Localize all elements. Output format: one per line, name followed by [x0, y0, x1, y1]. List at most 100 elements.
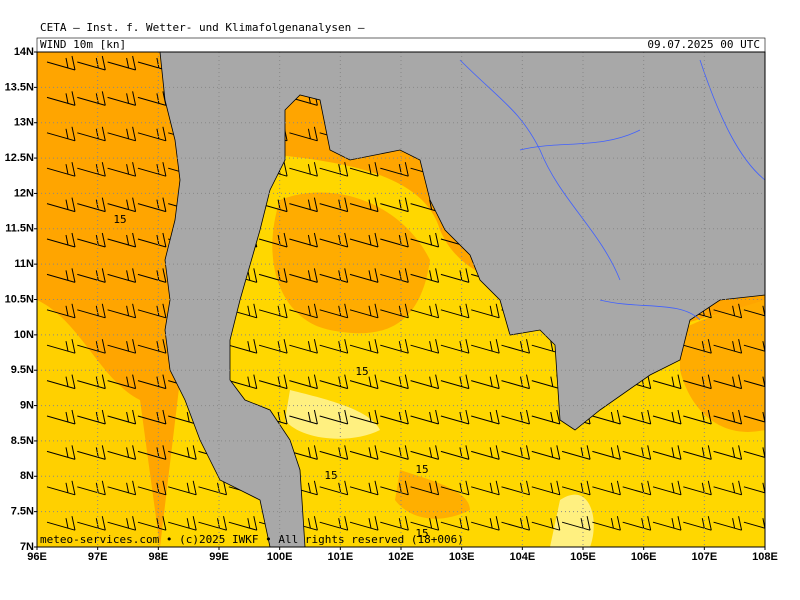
- wind-barb: [380, 232, 409, 248]
- contour-label: 15: [324, 469, 337, 482]
- contour-label: 15: [113, 213, 126, 226]
- lat-label: 12.5N: [5, 152, 34, 164]
- wind-barb: [46, 409, 76, 425]
- wind-barb: [46, 232, 76, 248]
- lon-label: 104E: [509, 551, 535, 563]
- wind-barb: [77, 268, 106, 283]
- wind-barb: [46, 197, 76, 213]
- wind-barb: [289, 126, 318, 142]
- lon-label: 102E: [388, 551, 414, 563]
- wind-barb: [77, 126, 106, 142]
- wind-barb: [168, 480, 197, 496]
- wind-barb: [622, 480, 652, 496]
- wind-barb: [77, 303, 106, 319]
- wind-barb: [107, 162, 137, 177]
- wind-barb: [46, 445, 76, 460]
- wind-barb: [622, 516, 652, 531]
- lat-label: 13.5N: [5, 81, 34, 93]
- wind-barb: [410, 374, 440, 390]
- wind-barb: [531, 409, 561, 425]
- wind-barb: [228, 516, 258, 531]
- wind-barb: [107, 91, 137, 106]
- wind-barb: [258, 268, 288, 283]
- wind-shade: [37, 300, 160, 547]
- wind-barb: [380, 268, 409, 283]
- wind-barb: [652, 374, 682, 390]
- wind-barb: [289, 409, 318, 425]
- wind-barb: [410, 409, 440, 425]
- wind-barb: [137, 339, 167, 354]
- wind-barb: [652, 480, 682, 496]
- lon-label: 98E: [149, 551, 169, 563]
- wind-barb: [440, 480, 470, 496]
- wind-barb: [46, 516, 76, 531]
- wind-barb: [349, 162, 379, 177]
- wind-barb: [713, 303, 743, 319]
- wind-barb: [561, 480, 591, 496]
- wind-barb: [77, 55, 106, 71]
- contour-label: 15: [415, 527, 428, 540]
- wind-barb: [471, 445, 500, 460]
- wind-barb: [319, 303, 349, 319]
- wind-barb: [349, 409, 379, 425]
- footer: meteo-services.com • (c)2025 IWKF • All …: [40, 533, 464, 546]
- wind-barb: [107, 197, 137, 213]
- wind-barb: [228, 339, 258, 354]
- lon-label: 107E: [691, 551, 717, 563]
- wind-barb: [622, 445, 652, 460]
- wind-barb: [713, 339, 743, 354]
- lon-label: 106E: [631, 551, 657, 563]
- wind-barb: [349, 268, 379, 283]
- wind-barb: [380, 516, 409, 531]
- lat-label: 11.5N: [5, 223, 34, 235]
- wind-barb: [349, 303, 379, 319]
- wind-barb: [410, 480, 440, 496]
- wind-barb: [440, 303, 470, 319]
- field-label: WIND 10m [kn]: [40, 38, 126, 51]
- wind-barb: [107, 445, 137, 460]
- wind-barb: [592, 445, 621, 460]
- lon-label: 96E: [27, 551, 47, 563]
- wind-barb: [349, 480, 379, 496]
- lat-label: 10N: [14, 329, 34, 341]
- wind-barb: [531, 445, 561, 460]
- wind-barb: [349, 516, 379, 531]
- wind-barb: [410, 516, 440, 531]
- wind-barb: [349, 339, 379, 354]
- wind-barb: [289, 162, 318, 177]
- wind-barb: [46, 339, 76, 354]
- wind-barb: [349, 374, 379, 390]
- wind-barb: [168, 445, 197, 460]
- wind-shade: [395, 470, 470, 519]
- wind-barb: [137, 268, 167, 283]
- lon-label: 100E: [267, 551, 293, 563]
- wind-barb: [410, 232, 440, 248]
- wind-barb: [289, 232, 318, 248]
- wind-barb: [319, 339, 349, 354]
- title: CETA — Inst. f. Wetter- und Klimafolgena…: [40, 21, 365, 34]
- lat-label: 7N: [20, 541, 34, 553]
- wind-barb: [471, 374, 500, 390]
- wind-barb: [683, 516, 712, 531]
- wind-barb: [107, 55, 137, 71]
- wind-barb: [46, 126, 76, 142]
- wind-barb: [410, 303, 440, 319]
- wind-shade: [550, 494, 594, 547]
- wind-barb: [349, 232, 379, 248]
- wind-barb: [471, 516, 500, 531]
- wind-barb: [501, 339, 530, 354]
- wind-barb: [107, 409, 137, 425]
- wind-barb: [198, 516, 227, 531]
- wind-barb: [258, 232, 288, 248]
- lat-label: 9.5N: [11, 364, 34, 376]
- wind-barb: [531, 480, 561, 496]
- contour-label: 15: [355, 365, 368, 378]
- wind-barb: [440, 268, 470, 283]
- wind-barb: [319, 480, 349, 496]
- wind-barb: [561, 516, 591, 531]
- wind-barb: [137, 480, 167, 496]
- wind-barb: [410, 339, 440, 354]
- wind-barb: [713, 445, 743, 460]
- wind-barb: [652, 409, 682, 425]
- wind-barb: [410, 445, 440, 460]
